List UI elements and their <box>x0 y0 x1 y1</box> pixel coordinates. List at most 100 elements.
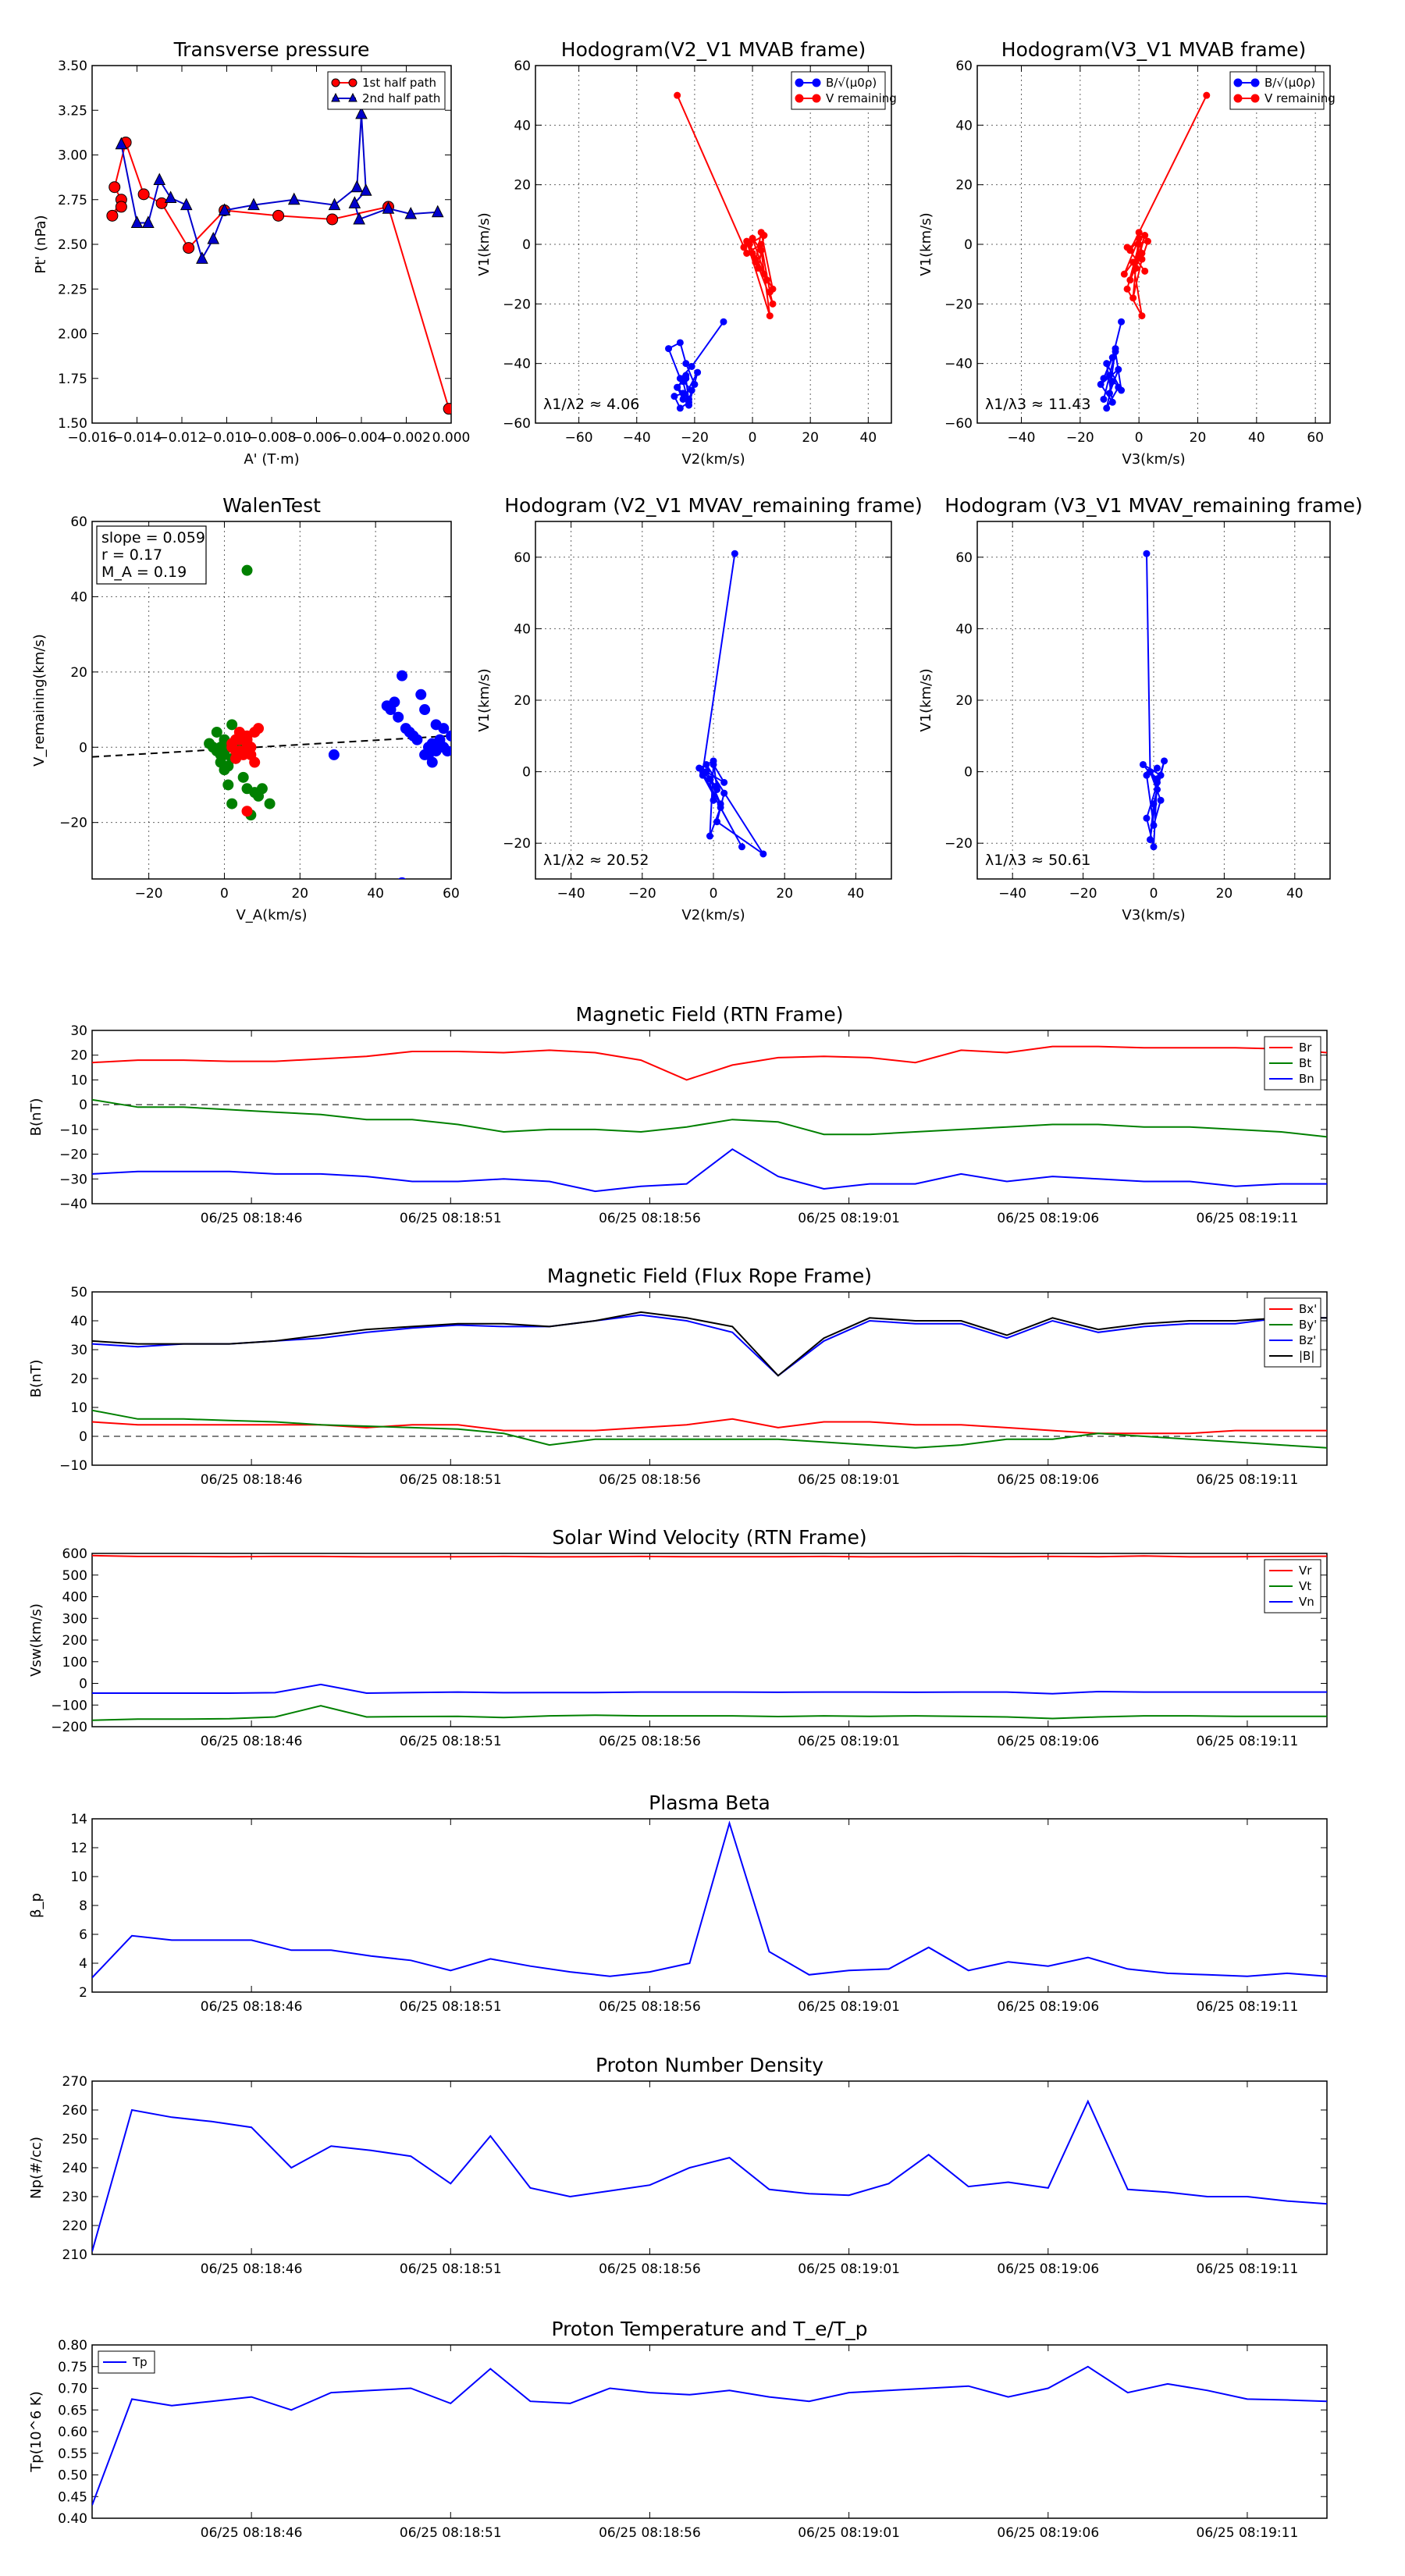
data-point <box>1138 249 1146 257</box>
y-tick-label: 0 <box>522 237 531 253</box>
plot-area-7 <box>92 1311 1327 1449</box>
x-tick-label: 06/25 08:18:56 <box>599 1472 701 1488</box>
data-point <box>769 300 777 308</box>
data-point <box>699 771 706 779</box>
x-axis-label: V_A(km/s) <box>236 907 307 923</box>
y-tick-label: −20 <box>944 836 973 852</box>
chart-title: Solar Wind Velocity (RTN Frame) <box>552 1526 866 1549</box>
y-tick-label: 270 <box>62 2074 87 2090</box>
y-tick-label: 0.80 <box>58 2338 87 2354</box>
data-point <box>702 760 710 768</box>
data-point <box>1144 237 1151 245</box>
y-tick-label: −40 <box>503 357 531 372</box>
data-point <box>1115 365 1122 373</box>
axes-3: −20 0 20 40 60 −20 0 20 40 60 V_A(km/s) V_remaining… <box>31 514 460 923</box>
data-point <box>720 318 727 326</box>
y-tick-label: 40 <box>955 118 973 133</box>
x-tick-label: 06/25 08:19:11 <box>1197 1734 1299 1749</box>
axes-7: −10 0 10 20 30 40 50 06/25 08:18:46 06/25 08:18:… <box>28 1285 1328 1488</box>
y-tick-label: −200 <box>51 1720 87 1735</box>
y-tick-label: −10 <box>59 1123 87 1138</box>
chart-title: Hodogram (V3_V1 MVAV_remaining frame) <box>944 494 1363 517</box>
legend-label: Bx' <box>1299 1302 1317 1316</box>
plot-area-3 <box>92 564 451 879</box>
data-point <box>754 265 762 272</box>
data-point <box>676 339 684 347</box>
y-tick-label: 0 <box>522 765 531 781</box>
data-point <box>665 345 673 353</box>
y-tick-label: 40 <box>70 589 87 605</box>
y-tick-label: 600 <box>62 1546 87 1562</box>
plot-area-5 <box>1139 550 1168 851</box>
legend-label: Bz' <box>1299 1333 1316 1347</box>
data-point <box>404 206 418 219</box>
x-tick-label: −0.014 <box>112 430 162 446</box>
x-tick-label: 06/25 08:19:11 <box>1197 2525 1299 2541</box>
y-axis-label: V_remaining(km/s) <box>31 634 48 767</box>
y-tick-label: −40 <box>59 1197 87 1212</box>
chart-title-text: WalenTest <box>222 494 321 517</box>
y-axis-label: Np(#/cc) <box>28 2137 44 2199</box>
data-point <box>443 403 451 415</box>
x-tick-label: 06/25 08:19:01 <box>798 1211 900 1226</box>
data-point <box>1139 760 1147 768</box>
y-tick-label: 60 <box>955 550 973 566</box>
y-axis-label: β_p <box>28 1893 44 1918</box>
data-point <box>241 564 253 576</box>
series-line <box>92 1409 1327 1449</box>
data-point <box>442 745 451 757</box>
y-tick-label: 14 <box>70 1812 87 1827</box>
x-tick-label: 06/25 08:19:11 <box>1197 1999 1299 2015</box>
series-V remaining <box>674 91 777 320</box>
legend-marker <box>795 94 804 103</box>
series-Bt <box>92 1098 1327 1138</box>
data-point <box>1161 757 1168 765</box>
plot-frame <box>91 1553 1328 1727</box>
y-tick-label: −20 <box>503 297 531 312</box>
data-point <box>706 775 713 783</box>
data-point <box>137 188 150 201</box>
axes-5: −20 0 20 40 60 −40 −20 0 20 40 V3(km/s) V1(km/s) <box>918 521 1331 923</box>
y-tick-label: −20 <box>944 297 973 312</box>
data-point <box>757 247 765 254</box>
data-point <box>411 734 423 745</box>
x-tick-label: 06/25 08:18:51 <box>400 1211 502 1226</box>
legend: B/√(μ0ρ)V remaining <box>1229 71 1336 110</box>
series-V <box>1139 550 1168 851</box>
series-line <box>92 1418 1327 1435</box>
y-tick-label: −40 <box>944 357 973 372</box>
data-point <box>1203 91 1211 99</box>
x-tick-label: 06/25 08:18:56 <box>599 1211 701 1226</box>
axes-6: −40 −30 −20 −10 0 10 20 30 06/25 08:18:46 06/25 0… <box>28 1023 1328 1226</box>
legend-box <box>327 71 446 110</box>
series-line <box>92 1314 1327 1377</box>
y-tick-label: 40 <box>514 621 531 637</box>
legend-label: Vr <box>1299 1564 1312 1578</box>
x-tick-label: −0.004 <box>337 430 386 446</box>
data-point <box>1143 771 1151 779</box>
legend-marker <box>812 78 821 87</box>
y-tick-label: 4 <box>79 1956 87 1972</box>
y-tick-label: 10 <box>70 1073 87 1088</box>
axes-0: 1.50 1.75 2.00 2.25 2.50 2.75 3.00 3.25 3.50 −0.0… <box>33 59 470 468</box>
x-tick-label: 06/25 08:19:11 <box>1197 2261 1299 2277</box>
legend-label: Bn <box>1299 1072 1314 1086</box>
data-point <box>738 843 745 851</box>
data-point <box>142 215 155 229</box>
legend-box <box>1229 71 1325 110</box>
x-tick-label: 06/25 08:19:06 <box>997 2261 1099 2277</box>
y-tick-label: 0.55 <box>58 2446 87 2462</box>
data-point <box>1138 255 1146 263</box>
data-point <box>1150 821 1158 829</box>
series-Vr <box>92 1554 1327 1558</box>
data-point <box>106 209 119 222</box>
x-tick-label: 0.000 <box>432 430 471 446</box>
legend-label: B/√(μ0ρ) <box>1264 76 1315 90</box>
data-point <box>264 798 276 809</box>
x-tick-label: 06/25 08:18:56 <box>599 1999 701 2015</box>
y-tick-label: 220 <box>62 2218 87 2234</box>
x-tick-label: −40 <box>623 430 651 446</box>
plot-frame <box>91 1291 1328 1466</box>
